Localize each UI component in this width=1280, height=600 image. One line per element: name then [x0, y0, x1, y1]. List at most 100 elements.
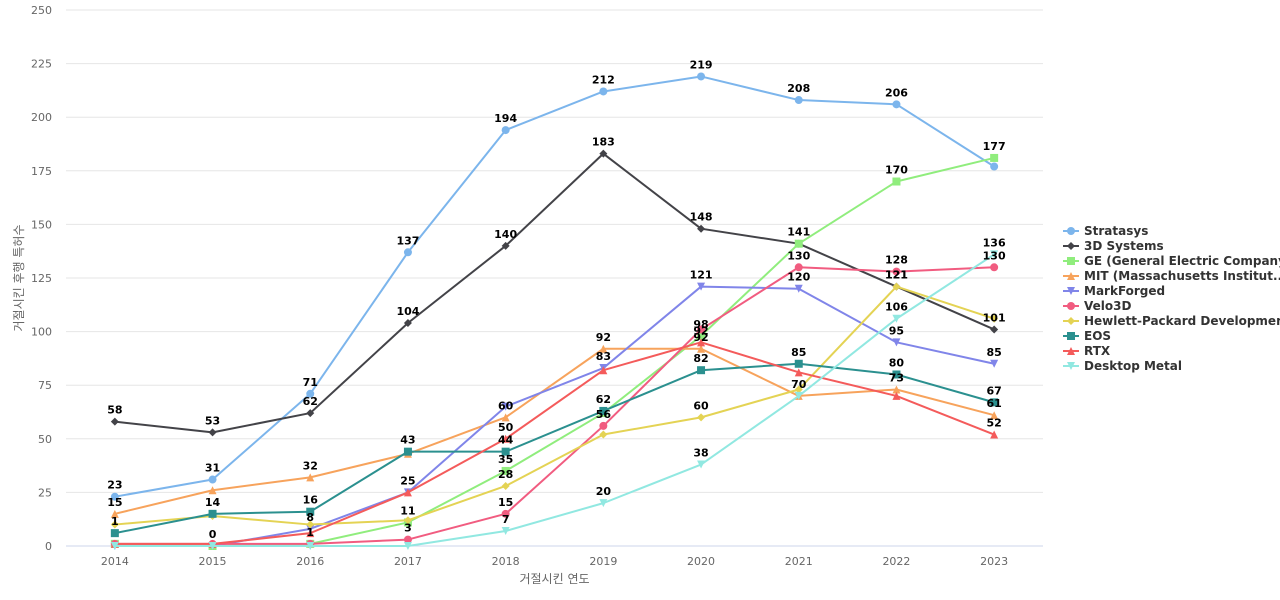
data-point[interactable] — [697, 72, 706, 81]
data-point[interactable] — [990, 263, 999, 272]
data-point[interactable] — [403, 516, 412, 525]
data-point[interactable] — [306, 473, 315, 482]
data-point[interactable] — [794, 284, 803, 293]
data-point[interactable] — [599, 149, 608, 158]
legend-item[interactable]: Desktop Metal — [1063, 359, 1182, 373]
data-point[interactable] — [110, 492, 119, 501]
data-point[interactable] — [501, 509, 510, 518]
data-point[interactable] — [599, 406, 608, 415]
data-point[interactable] — [501, 241, 510, 250]
data-point[interactable] — [306, 507, 315, 516]
legend-marker[interactable] — [1067, 347, 1075, 355]
legend-marker[interactable] — [1067, 227, 1075, 235]
data-point[interactable] — [110, 520, 119, 529]
data-point[interactable] — [501, 466, 510, 475]
data-point[interactable] — [794, 385, 803, 394]
data-point[interactable] — [697, 344, 706, 353]
legend-item[interactable]: EOS — [1063, 329, 1111, 343]
data-point[interactable] — [990, 250, 999, 259]
data-point[interactable] — [990, 398, 999, 407]
data-point[interactable] — [794, 368, 803, 377]
data-point[interactable] — [892, 338, 901, 347]
data-point[interactable] — [697, 282, 706, 291]
data-point[interactable] — [306, 389, 315, 398]
data-point[interactable] — [990, 411, 999, 420]
data-point[interactable] — [892, 177, 901, 186]
legend-marker[interactable] — [1067, 287, 1075, 295]
data-point[interactable] — [892, 370, 901, 379]
data-point[interactable] — [697, 331, 706, 340]
legend-item[interactable]: 3D Systems — [1063, 239, 1164, 253]
data-point[interactable] — [403, 542, 412, 550]
data-point[interactable] — [599, 87, 608, 96]
legend-marker[interactable] — [1067, 332, 1075, 340]
data-point[interactable] — [892, 100, 901, 109]
legend-marker[interactable] — [1067, 317, 1075, 325]
legend-item[interactable]: Velo3D — [1063, 299, 1131, 313]
data-point[interactable] — [501, 447, 510, 456]
data-point[interactable] — [501, 413, 510, 422]
data-point[interactable] — [599, 430, 608, 439]
data-point[interactable] — [990, 430, 999, 439]
data-point[interactable] — [501, 526, 510, 535]
data-point[interactable] — [794, 239, 803, 248]
data-point[interactable] — [599, 344, 608, 353]
legend-marker[interactable] — [1067, 362, 1075, 370]
data-point[interactable] — [110, 529, 119, 538]
data-point[interactable] — [501, 402, 510, 411]
data-point[interactable] — [403, 319, 412, 328]
data-point[interactable] — [697, 413, 706, 422]
data-point[interactable] — [599, 421, 608, 430]
legend-item[interactable]: GE (General Electric Company) — [1063, 254, 1280, 268]
data-point[interactable] — [403, 535, 412, 544]
legend-item[interactable]: RTX — [1063, 344, 1111, 358]
data-point[interactable] — [794, 263, 803, 272]
data-point[interactable] — [110, 542, 119, 550]
data-point[interactable] — [208, 486, 217, 495]
data-point[interactable] — [794, 391, 803, 400]
legend-item[interactable]: Stratasys — [1063, 224, 1148, 238]
data-point[interactable] — [501, 481, 510, 490]
data-point[interactable] — [892, 267, 901, 276]
legend-marker[interactable] — [1067, 242, 1075, 250]
data-point[interactable] — [990, 359, 999, 368]
data-point[interactable] — [208, 542, 217, 550]
legend-marker[interactable] — [1067, 257, 1075, 265]
data-point[interactable] — [990, 314, 999, 323]
data-point[interactable] — [110, 417, 119, 426]
data-point[interactable] — [306, 529, 315, 538]
data-point[interactable] — [306, 524, 315, 533]
data-point[interactable] — [892, 314, 901, 323]
data-point[interactable] — [306, 409, 315, 418]
data-point[interactable] — [697, 325, 706, 334]
data-point[interactable] — [697, 460, 706, 469]
data-point[interactable] — [306, 542, 315, 550]
data-point[interactable] — [697, 366, 706, 375]
data-point[interactable] — [794, 96, 803, 105]
data-point[interactable] — [403, 248, 412, 257]
data-point[interactable] — [697, 224, 706, 233]
data-point[interactable] — [208, 428, 217, 437]
legend-marker[interactable] — [1067, 302, 1075, 310]
data-point[interactable] — [990, 162, 999, 171]
legend-item[interactable]: MIT (Massachusetts Institut... — [1063, 269, 1280, 283]
data-point[interactable] — [208, 509, 217, 518]
data-point[interactable] — [892, 282, 901, 291]
data-point[interactable] — [794, 359, 803, 368]
data-point[interactable] — [599, 366, 608, 375]
data-point[interactable] — [599, 499, 608, 508]
data-point[interactable] — [697, 338, 706, 347]
data-point[interactable] — [501, 126, 510, 135]
legend-item[interactable]: Hewlett-Packard Development — [1063, 314, 1280, 328]
data-point[interactable] — [208, 475, 217, 484]
data-point[interactable] — [990, 153, 999, 162]
legend-item[interactable]: MarkForged — [1063, 284, 1165, 298]
data-point[interactable] — [990, 325, 999, 334]
data-point[interactable] — [403, 488, 412, 497]
data-point[interactable] — [306, 520, 315, 529]
data-point[interactable] — [501, 434, 510, 443]
legend-marker[interactable] — [1067, 272, 1075, 280]
data-point[interactable] — [110, 509, 119, 518]
data-point[interactable] — [403, 447, 412, 456]
